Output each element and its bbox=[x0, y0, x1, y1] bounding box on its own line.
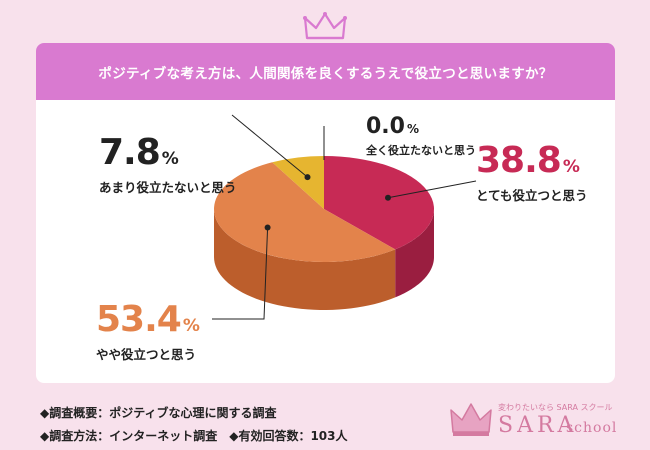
slice-value-not-at-all: 0.0 bbox=[366, 114, 405, 139]
pie-slice-not-much bbox=[272, 156, 324, 209]
sara-school-logo: 変わりたいなら SARA スクール SARA school bbox=[448, 398, 628, 442]
slice-unit-not-much: % bbox=[161, 149, 179, 169]
pie-side-somewhat bbox=[214, 209, 396, 310]
slice-value-very: 38.8 bbox=[476, 140, 562, 181]
slice-label-somewhat: 53.4% やや役立つと思う bbox=[96, 302, 200, 363]
slice-label-very: 38.8% とても役立つと思う bbox=[476, 143, 588, 204]
slice-desc-somewhat: やや役立つと思う bbox=[96, 347, 197, 362]
crown-icon bbox=[303, 12, 347, 40]
slice-value-not-much: 7.8 bbox=[99, 132, 161, 173]
leader-dot-somewhat bbox=[264, 224, 271, 231]
slice-unit-very: % bbox=[562, 157, 580, 177]
survey-footer: ◆調査概要：ポジティブな心理に関する調査 ◆調査方法：インターネット調査 ◆有効… bbox=[40, 404, 348, 450]
chart-header: ポジティブな考え方は、人間関係を良くするうえで役立つと思いますか？ bbox=[36, 43, 615, 100]
chart-title: ポジティブな考え方は、人間関係を良くするうえで役立つと思いますか？ bbox=[98, 65, 553, 82]
logo-tagline: 変わりたいなら SARA スクール bbox=[498, 403, 613, 412]
leader-dot-not-much bbox=[304, 174, 311, 181]
logo-name: SARA bbox=[498, 413, 578, 438]
leader-line-not-much bbox=[231, 114, 308, 178]
chart-card: ポジティブな考え方は、人間関係を良くするうえで役立つと思いますか？ 38.8% … bbox=[36, 43, 615, 383]
logo-sub: school bbox=[566, 420, 618, 436]
leader-line-very bbox=[387, 180, 477, 199]
pie-slice-very bbox=[324, 156, 435, 250]
slice-value-somewhat: 53.4 bbox=[96, 299, 182, 340]
slice-desc-very: とても役立つと思う bbox=[476, 188, 588, 203]
survey-overview: ◆調査概要：ポジティブな心理に関する調査 bbox=[40, 406, 277, 420]
pie-slice-somewhat bbox=[214, 162, 396, 262]
logo-crown-icon bbox=[450, 403, 492, 436]
slice-desc-not-at-all: 全く役立たないと思う bbox=[366, 144, 476, 157]
slice-label-not-at-all: 0.0% 全く役立たないと思う bbox=[366, 116, 476, 158]
leader-line-somewhat bbox=[212, 227, 269, 320]
slice-label-not-much: 7.8% あまり役立たないと思う bbox=[99, 135, 237, 196]
slice-unit-not-at-all: % bbox=[406, 122, 420, 136]
leader-dot-very bbox=[385, 194, 391, 201]
pie-chart bbox=[212, 114, 477, 320]
slice-desc-not-much: あまり役立たないと思う bbox=[99, 180, 237, 195]
survey-method: ◆調査方法：インターネット調査 ◆有効回答数：103人 bbox=[40, 429, 348, 443]
pie-side-very bbox=[395, 209, 434, 298]
slice-unit-somewhat: % bbox=[182, 316, 200, 336]
